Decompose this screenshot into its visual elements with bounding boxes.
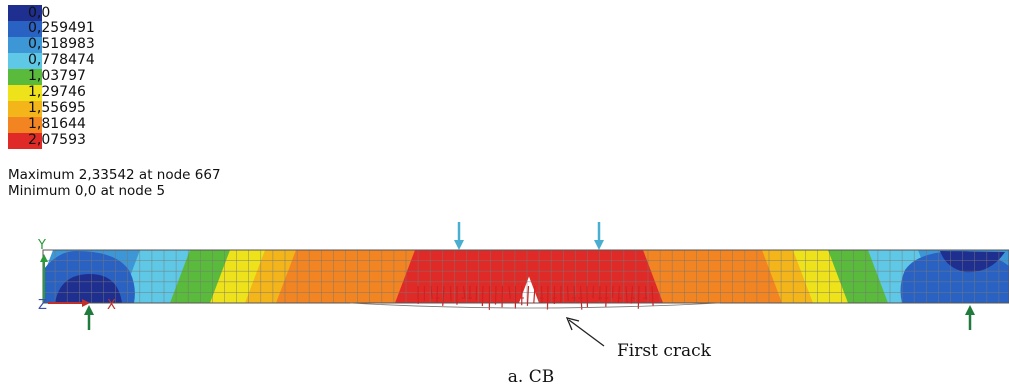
left-support-core — [55, 274, 122, 303]
legend-swatch-2 — [8, 37, 42, 53]
axis-y-label: Y — [37, 238, 46, 253]
legend-swatches — [8, 5, 42, 149]
axis-z-label: Z — [38, 298, 47, 313]
crack-mark — [566, 285, 569, 301]
first-crack-pointer — [565, 317, 605, 347]
legend-label-0: 0,0 — [28, 5, 50, 21]
legend-label-6: 1,55695 — [28, 100, 86, 116]
crack-mark — [573, 285, 576, 302]
axis-x-label: X — [107, 298, 116, 313]
legend-label-4: 1,03797 — [28, 68, 86, 84]
legend-label-1: 0,259491 — [28, 20, 95, 36]
coordinate-triad: Y Z X — [37, 238, 116, 313]
beam-band-left-6 — [395, 250, 539, 303]
crack-mark — [625, 285, 628, 304]
crack-mark — [436, 285, 439, 303]
legend-swatch-3 — [8, 53, 42, 69]
crack-mark — [605, 285, 608, 307]
contour-legend: 0,0 0,259491 0,518983 0,778474 1,03797 1… — [8, 5, 95, 149]
legend-labels: 0,0 0,259491 0,518983 0,778474 1,03797 1… — [28, 5, 95, 148]
crack-mark — [526, 285, 530, 306]
legend-swatch-0 — [8, 5, 42, 21]
legend-swatch-6 — [8, 101, 42, 117]
crack-mark — [481, 285, 484, 307]
beam-contour — [42, 249, 1009, 304]
legend-label-2: 0,518983 — [28, 36, 95, 52]
legend-swatch-8 — [8, 133, 42, 149]
crack-mark — [442, 285, 445, 306]
legend-label-3: 0,778474 — [28, 52, 95, 68]
beam-band-left-4 — [245, 250, 302, 303]
load-arrow-left — [454, 222, 464, 250]
first-crack-label: First crack — [617, 341, 712, 361]
crack-mark — [508, 285, 511, 300]
deformed-edge — [349, 302, 721, 309]
right-support-core — [940, 251, 1005, 273]
crack-mark — [651, 285, 654, 306]
crack-mark — [546, 285, 549, 310]
crack-mark — [630, 285, 634, 304]
beam-bands — [43, 250, 1009, 303]
beam-band-left-5 — [276, 250, 420, 303]
minimum-info: Minimum 0,0 at node 5 — [8, 183, 165, 199]
crack-mark — [617, 285, 621, 304]
legend-label-5: 1,29746 — [28, 84, 86, 100]
crack-mark — [533, 285, 536, 304]
support-arrow-left — [84, 305, 94, 330]
crack-mark — [637, 285, 640, 309]
crack-mark — [449, 285, 452, 301]
maximum-info: Maximum 2,33542 at node 667 — [8, 167, 221, 183]
beam-band-right-5 — [638, 250, 782, 303]
legend-swatch-5 — [8, 85, 42, 101]
crack-marks — [349, 285, 721, 310]
crack-mark — [462, 285, 466, 299]
beam-band-right-6 — [519, 250, 663, 303]
legend-label-8: 2,07593 — [28, 132, 86, 148]
support-arrow-right — [965, 305, 975, 330]
crack-mark — [430, 285, 433, 299]
load-arrow-right — [594, 222, 604, 250]
legend-label-7: 1,81644 — [28, 116, 86, 132]
crack-mark — [494, 285, 497, 305]
figure-caption: a. CB — [508, 367, 554, 387]
beam-mesh — [43, 250, 1009, 303]
crack-mark — [592, 285, 595, 299]
legend-swatch-4 — [8, 69, 42, 85]
legend-swatch-1 — [8, 21, 42, 37]
beam-band-right-4 — [756, 250, 813, 303]
legend-swatch-7 — [8, 117, 42, 133]
crack-mark — [540, 285, 543, 303]
